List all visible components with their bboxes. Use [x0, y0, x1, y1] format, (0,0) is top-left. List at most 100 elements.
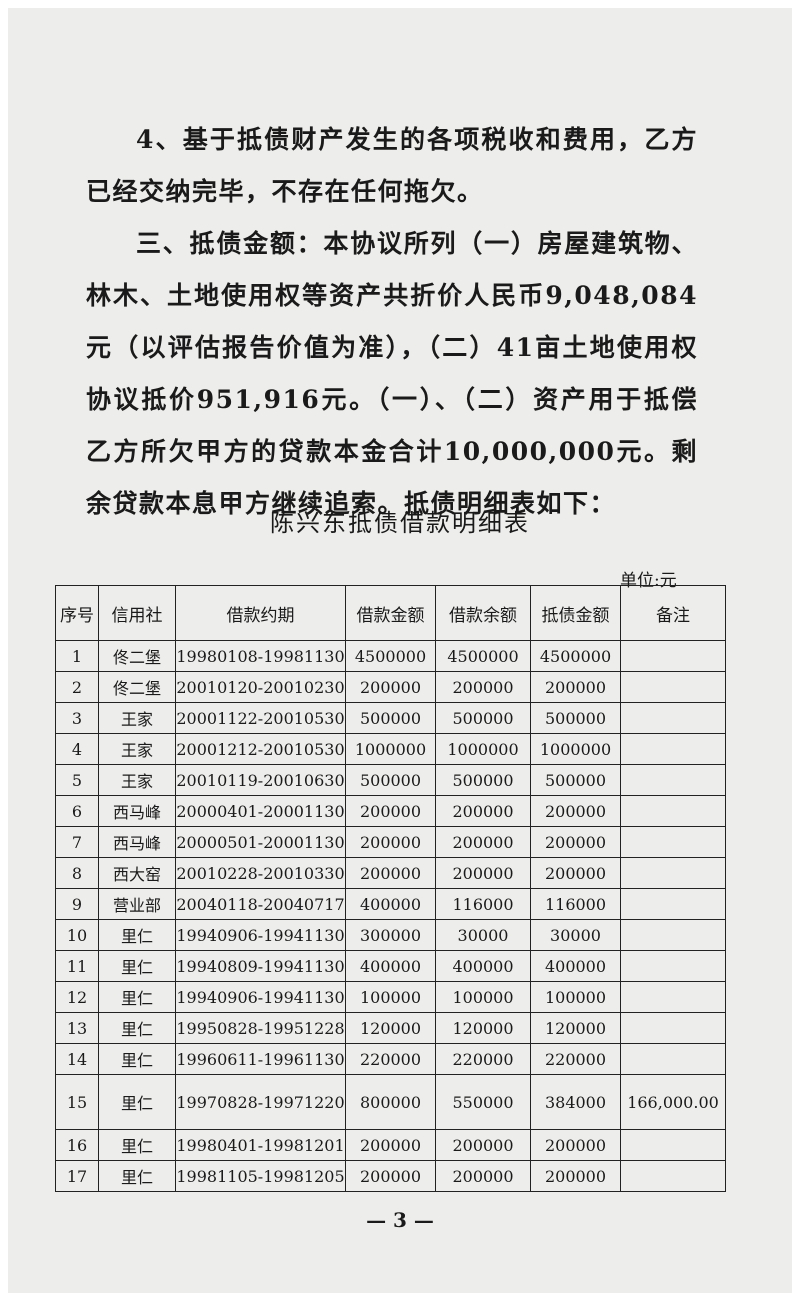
table-cell: [620, 826, 726, 858]
table-cell: 19981105-19981205: [175, 1160, 346, 1192]
table-cell: [620, 733, 726, 765]
table-cell: 20000401-20001130: [175, 795, 346, 827]
table-cell: 200000: [345, 1129, 436, 1161]
table-row: 5 王家 20010119-20010630 500000 500000 500000: [55, 764, 726, 796]
table-cell: [620, 1012, 726, 1044]
table-cell: 3: [55, 702, 99, 734]
table-cell: 20010228-20010330: [175, 857, 346, 889]
table-cell: 100000: [345, 981, 436, 1013]
table-cell: 14: [55, 1043, 99, 1075]
table-cell: 200000: [435, 1129, 531, 1161]
table-cell: [620, 1160, 726, 1192]
table-row: 8 西大窑 20010228-20010330 200000 200000 200000: [55, 857, 726, 889]
table-cell: [620, 1129, 726, 1161]
table-cell: 220000: [435, 1043, 531, 1075]
table-cell: 500000: [345, 764, 436, 796]
table-cell: 200000: [345, 1160, 436, 1192]
table-cell: 19940906-19941130: [175, 981, 346, 1013]
table-row: 16 里仁 19980401-19981201 200000 200000 200000: [55, 1129, 726, 1161]
table-cell: 里仁: [98, 1129, 176, 1161]
table-cell: 19980108-19981130: [175, 640, 346, 672]
table-cell: 200000: [435, 1160, 531, 1192]
table-cell: 200000: [345, 795, 436, 827]
table-cell: 30000: [435, 919, 531, 951]
table-cell: 王家: [98, 702, 176, 734]
table-cell: [620, 702, 726, 734]
table-cell: 200000: [435, 857, 531, 889]
table-cell: 800000: [345, 1074, 436, 1130]
table-cell: 西马峰: [98, 826, 176, 858]
table-row: 1 佟二堡 19980108-19981130 4500000 4500000 45000…: [55, 640, 726, 672]
header-cell: 借款约期: [175, 585, 346, 641]
table-row: 17 里仁 19981105-19981205 200000 200000 200000: [55, 1160, 726, 1192]
table-cell: [620, 888, 726, 920]
table-cell: 里仁: [98, 981, 176, 1013]
header-cell: 借款余额: [435, 585, 531, 641]
table-cell: 400000: [345, 950, 436, 982]
table-cell: 166,000.00: [620, 1074, 726, 1130]
table-cell: 4: [55, 733, 99, 765]
table-cell: 120000: [435, 1012, 531, 1044]
table-cell: 200000: [345, 857, 436, 889]
table-cell: 里仁: [98, 1160, 176, 1192]
table-cell: 13: [55, 1012, 99, 1044]
table-cell: 200000: [530, 795, 621, 827]
table-cell: 200000: [530, 826, 621, 858]
table-title: 陈兴东抵债借款明细表: [270, 509, 530, 537]
table-cell: 1: [55, 640, 99, 672]
table-cell: 19980401-19981201: [175, 1129, 346, 1161]
header-row: 序号 信用社 借款约期 借款金额 借款余额 抵债金额 备注: [55, 585, 726, 641]
table-cell: 8: [55, 857, 99, 889]
table-cell: 佟二堡: [98, 671, 176, 703]
table-cell: 佟二堡: [98, 640, 176, 672]
table-cell: 200000: [530, 671, 621, 703]
table-cell: 西大窑: [98, 857, 176, 889]
table-cell: 1000000: [530, 733, 621, 765]
table-cell: 10: [55, 919, 99, 951]
table-cell: 19940809-19941130: [175, 950, 346, 982]
table-cell: 20000501-20001130: [175, 826, 346, 858]
table-cell: 500000: [435, 702, 531, 734]
table-cell: 2: [55, 671, 99, 703]
table-cell: 200000: [530, 1129, 621, 1161]
header-cell: 信用社: [98, 585, 176, 641]
table-cell: 400000: [345, 888, 436, 920]
table-cell: 100000: [435, 981, 531, 1013]
table-cell: 500000: [530, 702, 621, 734]
table-cell: 20001122-20010530: [175, 702, 346, 734]
table-cell: 500000: [345, 702, 436, 734]
header-cell: 借款金额: [345, 585, 436, 641]
table-cell: 220000: [530, 1043, 621, 1075]
table-cell: [620, 950, 726, 982]
table-cell: 营业部: [98, 888, 176, 920]
table-cell: 7: [55, 826, 99, 858]
table-cell: 200000: [530, 857, 621, 889]
table-cell: 200000: [530, 1160, 621, 1192]
table-cell: 里仁: [98, 1012, 176, 1044]
table-cell: 西马峰: [98, 795, 176, 827]
table-cell: 20010119-20010630: [175, 764, 346, 796]
table-cell: 200000: [435, 826, 531, 858]
table-cell: 20001212-20010530: [175, 733, 346, 765]
table-cell: 116000: [530, 888, 621, 920]
table-row: 4 王家 20001212-20010530 1000000 1000000 100000…: [55, 733, 726, 765]
table-cell: 里仁: [98, 919, 176, 951]
header-cell: 备注: [620, 585, 726, 641]
table-cell: [620, 857, 726, 889]
table-cell: 220000: [345, 1043, 436, 1075]
table-cell: 15: [55, 1074, 99, 1130]
table-cell: 19960611-19961130: [175, 1043, 346, 1075]
table-cell: 400000: [435, 950, 531, 982]
table-cell: 120000: [530, 1012, 621, 1044]
paragraph: 4、基于抵债财产发生的各项税收和费用，乙方已经交纳完毕，不存在任何拖欠。: [86, 125, 698, 206]
table-cell: [620, 1043, 726, 1075]
table-row: 10 里仁 19940906-19941130 300000 30000 30000: [55, 919, 726, 951]
table-cell: 19940906-19941130: [175, 919, 346, 951]
table-cell: 30000: [530, 919, 621, 951]
table-cell: 200000: [435, 795, 531, 827]
table-cell: 400000: [530, 950, 621, 982]
table-cell: [620, 640, 726, 672]
table-cell: 100000: [530, 981, 621, 1013]
table-cell: 16: [55, 1129, 99, 1161]
